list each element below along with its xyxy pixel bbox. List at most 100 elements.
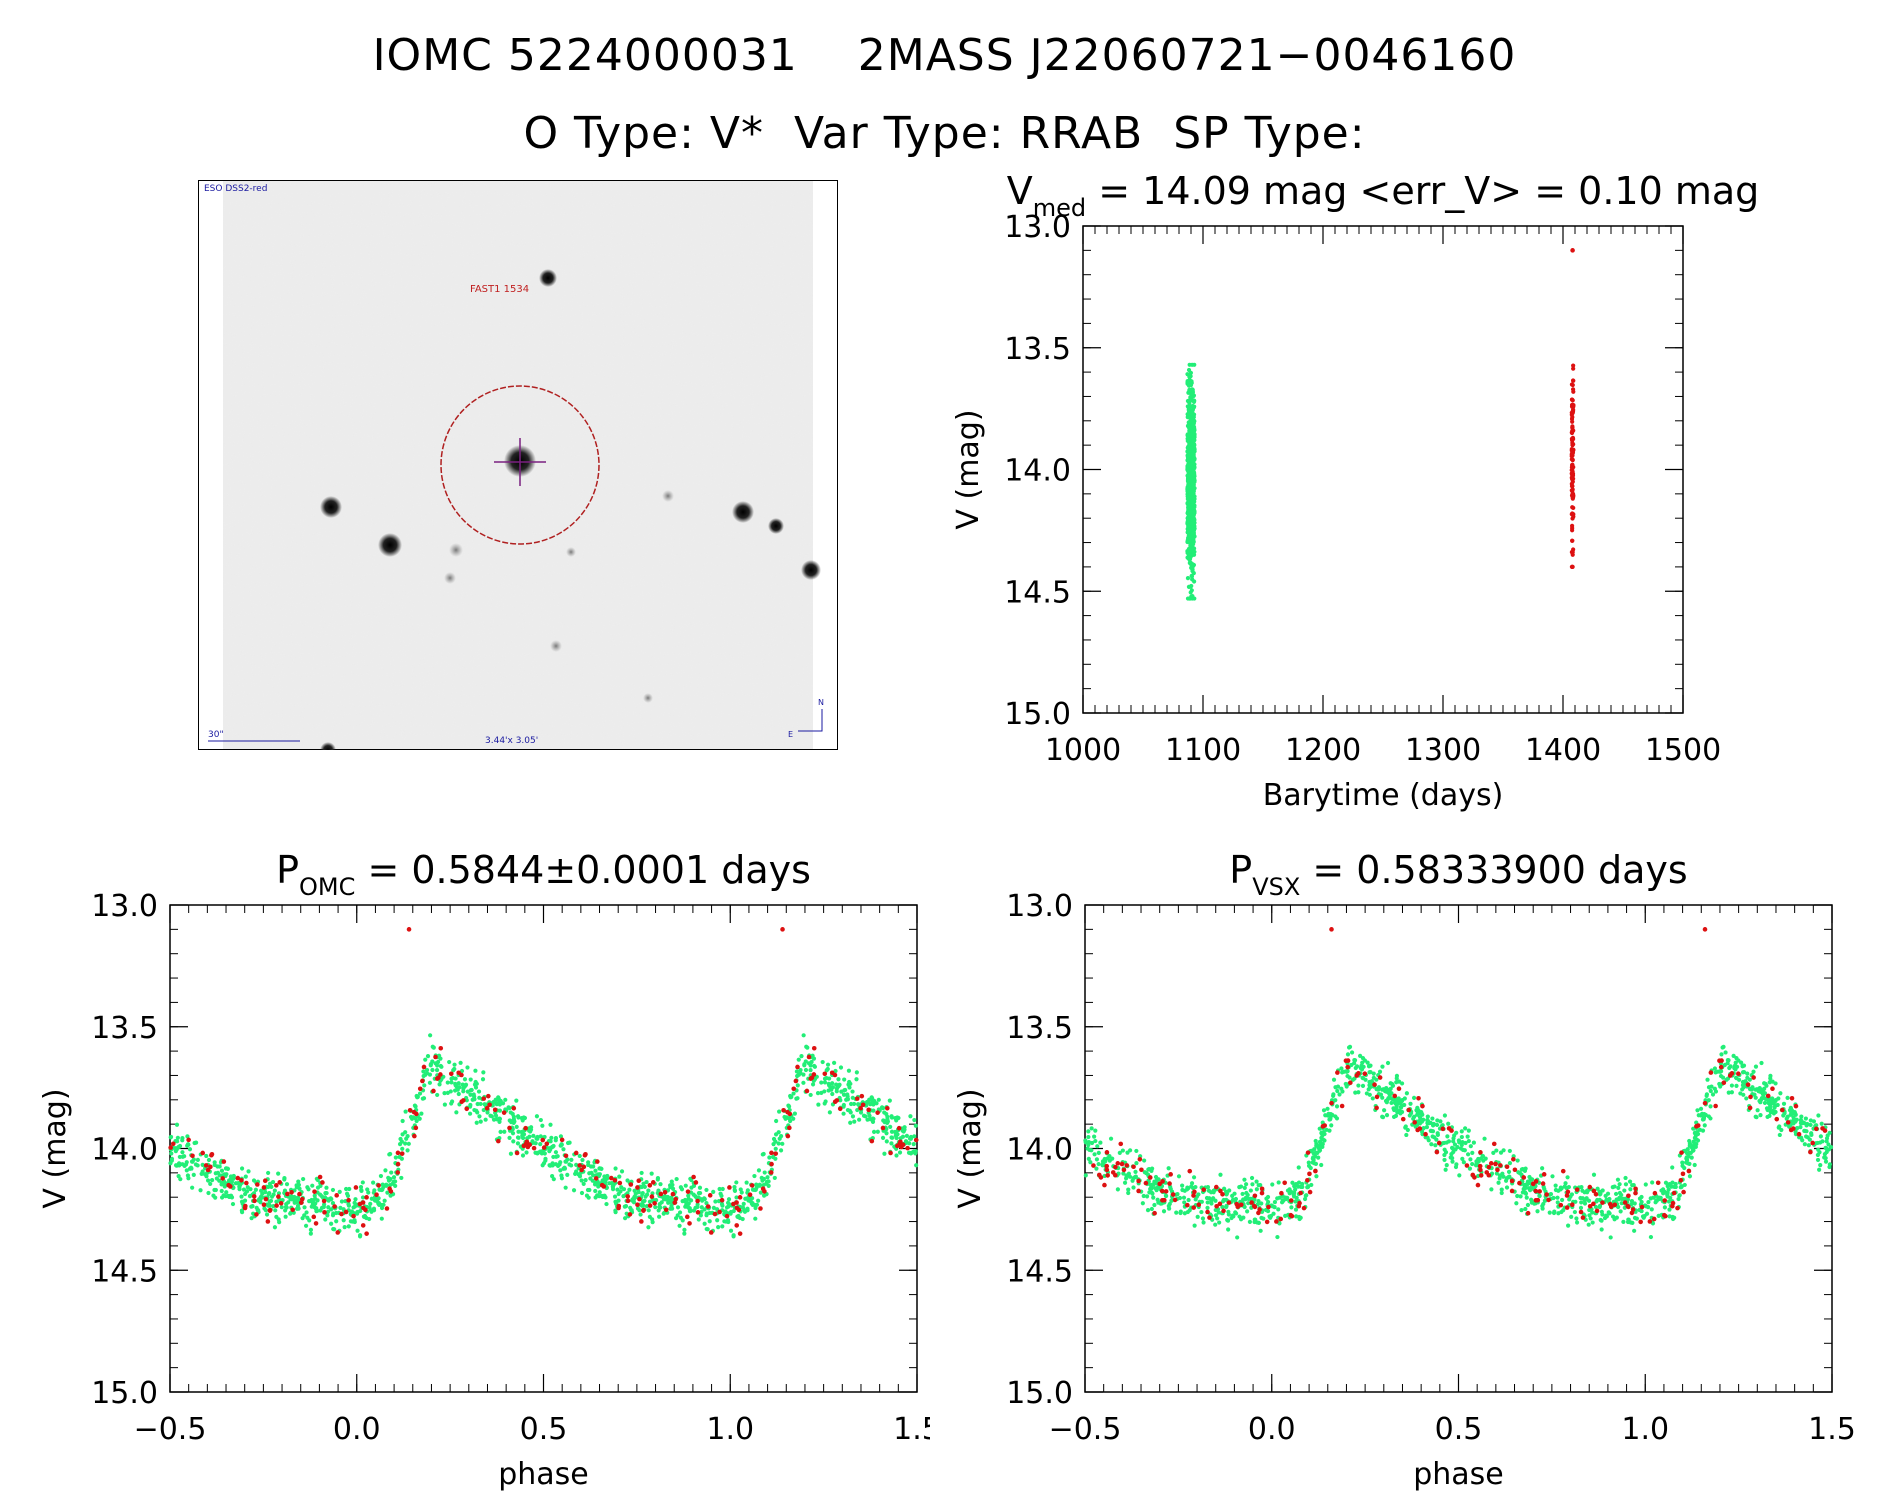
- data-point-green: [244, 1189, 250, 1194]
- data-point-green: [1302, 1196, 1308, 1202]
- data-point-green: [1506, 1169, 1512, 1174]
- data-point-red: [685, 1189, 691, 1194]
- data-point-red: [1345, 1058, 1351, 1063]
- data-point-green: [565, 1172, 570, 1177]
- data-point-green: [1417, 1115, 1423, 1120]
- data-point-red: [888, 1150, 893, 1156]
- data-point-red: [1339, 1103, 1345, 1109]
- y-tick-label: 15.0: [91, 1376, 158, 1411]
- data-point-red: [1348, 1080, 1353, 1086]
- data-point-green: [1394, 1080, 1399, 1085]
- data-point-green: [415, 1095, 420, 1100]
- data-point-green: [1565, 1175, 1570, 1180]
- data-point-red: [1626, 1193, 1631, 1199]
- data-point-green: [1315, 1150, 1320, 1155]
- data-point-green: [1275, 1196, 1280, 1201]
- data-point-green: [1421, 1126, 1426, 1131]
- data-point-red: [649, 1194, 655, 1199]
- data-point-green: [1312, 1147, 1317, 1152]
- data-point-red: [1423, 1131, 1428, 1137]
- data-point-red: [647, 1203, 653, 1208]
- data-point-green: [1430, 1116, 1435, 1121]
- data-point-green: [515, 1141, 521, 1146]
- data-point-green: [1242, 1177, 1247, 1182]
- data-point-green: [605, 1174, 610, 1179]
- data-point-green: [1525, 1202, 1531, 1208]
- data-point-green: [222, 1184, 227, 1189]
- data-point-green: [1628, 1187, 1633, 1192]
- data-point-green: [822, 1080, 828, 1085]
- data-point-green: [825, 1062, 831, 1067]
- data-point-green: [249, 1216, 254, 1221]
- data-point-green: [1120, 1148, 1125, 1153]
- data-point-green: [519, 1129, 524, 1135]
- data-point-red: [298, 1200, 304, 1205]
- data-point-green: [822, 1101, 827, 1106]
- data-point-green: [430, 1044, 435, 1049]
- data-point-green: [1222, 1186, 1227, 1191]
- data-point-green: [1793, 1111, 1798, 1116]
- data-point-green: [1296, 1165, 1301, 1170]
- data-point-green: [1519, 1167, 1524, 1172]
- data-point-green: [1249, 1175, 1255, 1181]
- data-point-green: [1450, 1159, 1455, 1164]
- data-point-green: [359, 1187, 364, 1193]
- scale-label: 30": [208, 730, 224, 740]
- data-point-green: [1717, 1081, 1722, 1087]
- data-point-green: [384, 1183, 389, 1188]
- data-point-green: [1316, 1155, 1321, 1160]
- data-point-green: [888, 1124, 893, 1130]
- data-point-red: [1629, 1210, 1635, 1216]
- data-point-green: [315, 1208, 320, 1213]
- data-point-green: [1494, 1148, 1499, 1153]
- data-point-green: [1550, 1174, 1555, 1179]
- data-point-green: [1190, 458, 1195, 463]
- data-point-green: [1180, 1183, 1185, 1188]
- data-point-green: [193, 1140, 199, 1145]
- data-point-green: [903, 1139, 909, 1144]
- data-point-green: [478, 1101, 483, 1107]
- data-point-green: [1680, 1160, 1685, 1165]
- data-point-red: [731, 1201, 736, 1207]
- data-point-green: [1149, 1168, 1154, 1173]
- data-point-red: [1279, 1190, 1284, 1196]
- y-tick-label: 14.0: [1006, 1133, 1073, 1168]
- data-point-green: [843, 1087, 848, 1093]
- data-point-red: [496, 1138, 501, 1144]
- data-point-green: [423, 1057, 428, 1062]
- data-point-green: [219, 1182, 224, 1187]
- data-point-green: [1192, 1223, 1197, 1228]
- data-point-green: [682, 1231, 687, 1236]
- data-point-red: [1796, 1131, 1802, 1137]
- data-point-green: [1677, 1193, 1682, 1198]
- data-point-green: [421, 1096, 427, 1101]
- data-point-green: [334, 1219, 339, 1224]
- data-point-red: [724, 1213, 730, 1219]
- data-point-green: [206, 1157, 212, 1163]
- data-point-green: [474, 1120, 479, 1125]
- data-point-red: [737, 1231, 743, 1236]
- data-point-red: [1571, 403, 1576, 408]
- data-point-green: [1795, 1126, 1800, 1131]
- data-point-green: [1325, 1106, 1330, 1111]
- data-point-green: [273, 1208, 278, 1213]
- data-point-red: [274, 1183, 279, 1188]
- data-point-green: [346, 1202, 351, 1207]
- data-point-red: [898, 1139, 903, 1145]
- data-point-green: [1337, 1092, 1342, 1097]
- data-point-red: [647, 1183, 653, 1188]
- data-point-red: [1187, 1168, 1193, 1174]
- data-point-green: [1777, 1132, 1782, 1138]
- data-point-red: [1537, 1189, 1542, 1194]
- data-point-green: [1232, 1191, 1237, 1196]
- data-point-green: [1246, 1201, 1251, 1206]
- data-point-green: [881, 1118, 887, 1123]
- data-point-red: [1477, 1163, 1483, 1169]
- data-point-green: [1625, 1219, 1631, 1225]
- data-point-red: [1305, 1177, 1310, 1183]
- data-point-green: [1692, 1162, 1697, 1168]
- data-point-green: [1818, 1163, 1823, 1168]
- x-axis-label: phase: [1413, 1457, 1504, 1492]
- data-point-green: [1762, 1086, 1767, 1091]
- data-point-green: [1685, 1157, 1690, 1163]
